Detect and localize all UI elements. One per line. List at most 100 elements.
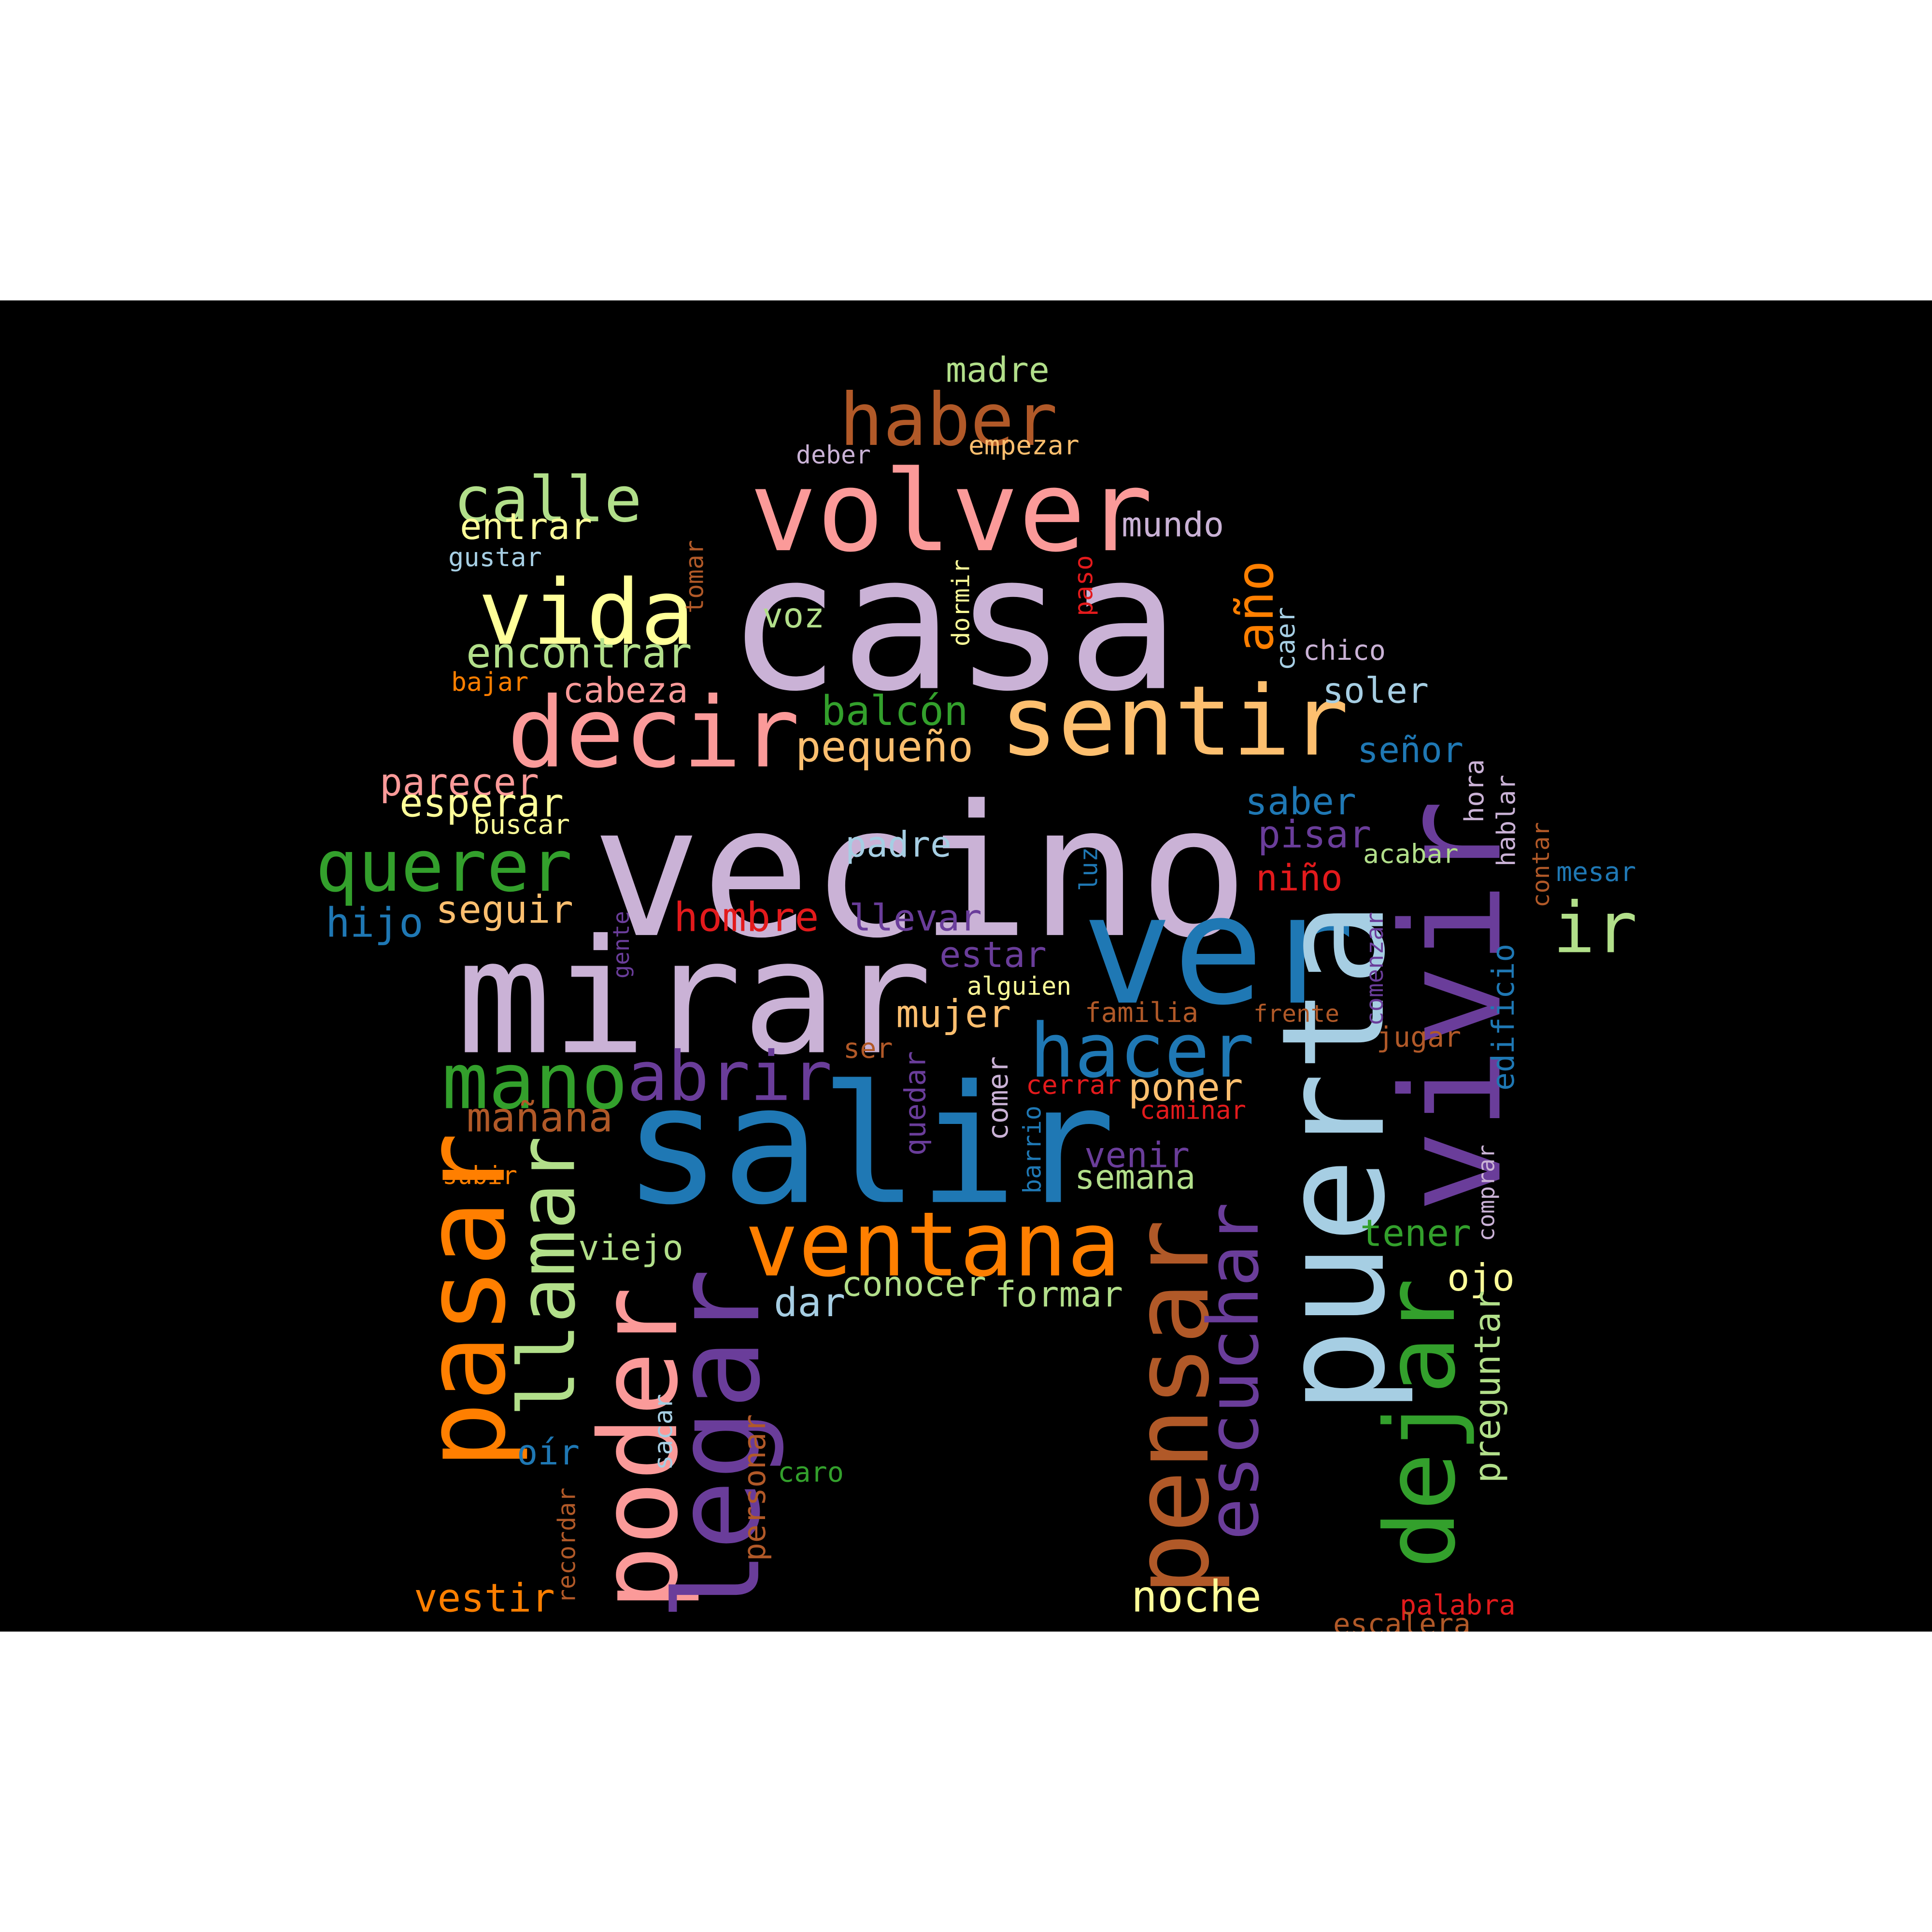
word-7: vivir (1372, 799, 1532, 1213)
word-59: niño (1256, 857, 1343, 899)
word-52: pisar (1258, 813, 1371, 856)
word-44: soler (1322, 670, 1429, 711)
word-70: familia (1085, 997, 1198, 1029)
word-64: gente (608, 911, 634, 979)
word-54: luz (1075, 847, 1103, 891)
word-68: edificio (1485, 944, 1521, 1091)
word-40: encontrar (466, 629, 692, 678)
word-8: volver (750, 446, 1153, 577)
word-37: caer (1270, 607, 1301, 671)
word-14: calle (454, 463, 642, 536)
word-48: parecer (380, 761, 539, 805)
word-72: jugar (1377, 1021, 1461, 1053)
word-73: ser (843, 1033, 893, 1065)
word-24: escuchar (1193, 1202, 1275, 1540)
word-77: poner (1128, 1065, 1243, 1110)
word-47: hora (1459, 759, 1490, 823)
word-82: comprar (1474, 1145, 1500, 1241)
word-9: decir (507, 677, 800, 790)
word-16: hacer (1030, 1008, 1254, 1094)
word-31: mundo (1122, 505, 1224, 544)
word-95: personar (737, 1414, 772, 1561)
word-80: barrio (1018, 1106, 1047, 1193)
word-56: hablar (1492, 775, 1521, 867)
word-36: paso (1069, 555, 1098, 616)
word-74: quedar (899, 1051, 933, 1156)
word-3: mirar (456, 906, 932, 1090)
word-43: balcón (821, 687, 968, 735)
word-71: frente (1253, 1000, 1339, 1028)
word-32: entrar (460, 505, 592, 548)
word-4: salir (623, 1051, 1116, 1241)
word-26: llamar (501, 1136, 592, 1417)
word-76: cerrar (1026, 1069, 1122, 1100)
word-45: pequeño (796, 723, 973, 772)
word-51: saber (1245, 781, 1356, 824)
word-2: vecino (592, 767, 1249, 978)
word-69: mujer (896, 992, 1011, 1036)
word-17: ventana (745, 1193, 1121, 1297)
word-89: ojo (1447, 1256, 1515, 1300)
word-63: llevar (849, 896, 982, 939)
word-19: llegar (650, 1268, 786, 1632)
word-42: cabeza (563, 670, 688, 710)
word-93: sacar (649, 1394, 678, 1470)
word-92: oír (517, 1432, 580, 1473)
word-28: madre (946, 350, 1050, 390)
word-21: dejar (1364, 1278, 1477, 1569)
word-41: bajar (451, 667, 528, 697)
word-38: chico (1303, 635, 1386, 667)
word-34: tomar (681, 540, 709, 613)
word-6: puerta (1251, 901, 1417, 1414)
word-87: conocer (841, 1264, 986, 1304)
word-49: esperar (399, 781, 564, 826)
word-10: sentir (1000, 665, 1349, 778)
word-1: casa (727, 513, 1180, 733)
word-22: mano (442, 1037, 628, 1126)
word-98: noche (1131, 1572, 1262, 1622)
word-39: voz (762, 596, 824, 636)
word-50: buscar (473, 810, 570, 840)
word-75: comer (981, 1056, 1014, 1140)
word-97: vestir (414, 1576, 555, 1621)
word-61: seguir (436, 887, 573, 932)
word-86: viejo (578, 1228, 683, 1268)
word-57: contar (1527, 822, 1555, 908)
word-96: recordar (553, 1488, 581, 1604)
word-60: hijo (326, 899, 424, 946)
word-20: pensar (1111, 1219, 1232, 1596)
word-30: deber (796, 441, 871, 470)
word-100: escalera (1333, 1607, 1471, 1632)
word-83: subir (442, 1162, 517, 1191)
word-84: semana (1075, 1158, 1195, 1197)
word-58: mesar (1556, 856, 1636, 887)
word-27: ir (1553, 887, 1637, 969)
word-99: palabra (1400, 1589, 1516, 1621)
word-cloud-panel: casa vecino mirar salir ver puerta vivir volver… (0, 300, 1932, 1632)
word-15: querer (315, 824, 572, 908)
word-53: padre (845, 824, 952, 866)
word-18: poder (577, 1287, 702, 1610)
word-62: hombre (674, 894, 819, 941)
word-88: formar (995, 1274, 1123, 1315)
word-29: empezar (968, 429, 1080, 460)
word-66: alguien (967, 972, 1071, 1001)
word-91: preguntar (1467, 1290, 1508, 1483)
word-11: pasar (400, 1132, 530, 1469)
word-67: comenzar (1361, 912, 1389, 1026)
word-12: haber (839, 378, 1058, 462)
word-5: ver (1082, 863, 1355, 1038)
word-90: dar (774, 1280, 845, 1326)
word-85: tener (1360, 1212, 1471, 1255)
word-94: caro (778, 1457, 844, 1489)
word-13: vida (478, 560, 695, 665)
word-78: mañana (467, 1094, 613, 1141)
word-35: dormir (947, 559, 975, 646)
word-33: gustar (448, 542, 542, 572)
word-81: venir (1084, 1135, 1190, 1176)
word-46: señor (1357, 730, 1463, 771)
word-65: estar (939, 935, 1047, 976)
word-79: caminar (1140, 1096, 1246, 1125)
word-55: acabar (1363, 838, 1459, 869)
